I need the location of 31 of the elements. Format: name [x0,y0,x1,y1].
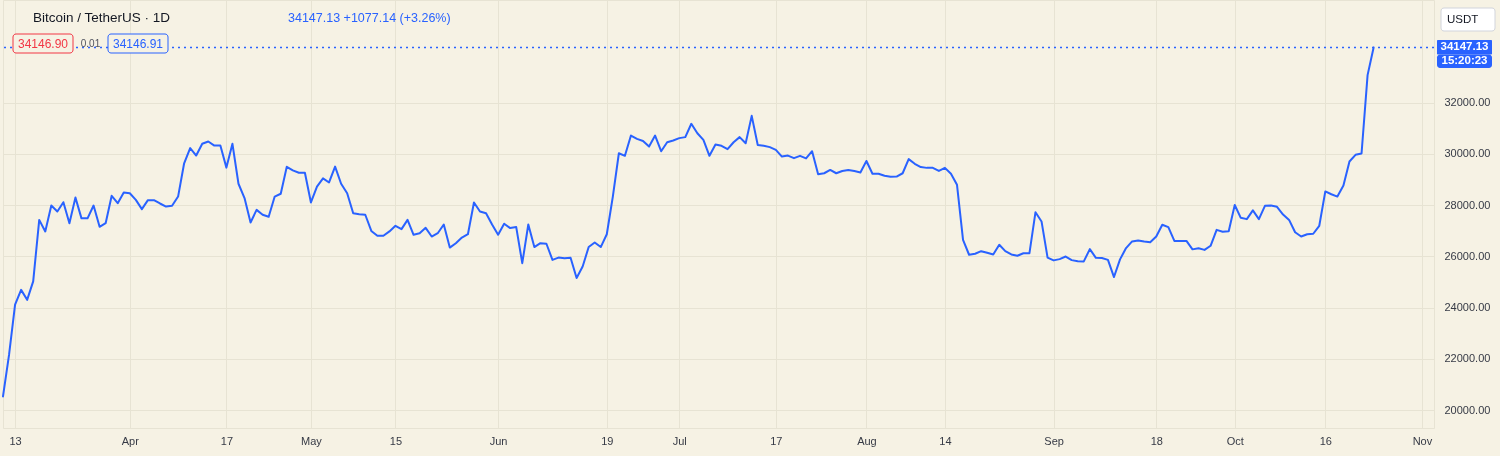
text: Bitcoin / TetherUS · 1D [33,10,171,25]
annotation: 0.01 [80,38,101,49]
annotation: 34146.90 [17,36,69,51]
x-tick-label: May [301,434,323,447]
y-tick-label: 28000.00 [1444,198,1491,211]
y-tick-label: 32000.00 [1444,96,1491,109]
x-tick-label: 17 [770,434,783,447]
x-tick-label: Aug [857,434,877,447]
x-tick-label: Jun [489,434,508,447]
x-tick-label: Nov [1412,434,1433,447]
x-tick-label: Oct [1226,434,1244,447]
x-tick-label: 18 [1150,434,1163,447]
y-tick-label: 26000.00 [1444,249,1491,262]
x-tick-label: 13 [9,434,22,447]
y-tick-label: 20000.00 [1444,403,1491,416]
x-tick-label: 19 [601,434,614,447]
x-tick-label: Apr [121,434,140,447]
x-tick-label: Jul [672,434,687,447]
annotation: 34146.91 [112,36,164,51]
text: USDT [1447,12,1479,25]
y-tick-label: 22000.00 [1444,352,1491,365]
y-tick-label: 24000.00 [1444,301,1491,314]
x-tick-label: 17 [220,434,234,447]
text: 15:20:23 [1441,54,1488,66]
x-tick-label: 16 [1319,434,1332,447]
x-tick-label: Sep [1044,434,1064,447]
text: 34147.13 +1077.14 (+3.26%) [288,11,451,25]
x-tick-label: 15 [389,434,403,447]
y-tick-label: 30000.00 [1444,147,1491,160]
ref-line-label: 34147.13 [1440,40,1489,53]
x-tick-label: 14 [939,434,952,447]
